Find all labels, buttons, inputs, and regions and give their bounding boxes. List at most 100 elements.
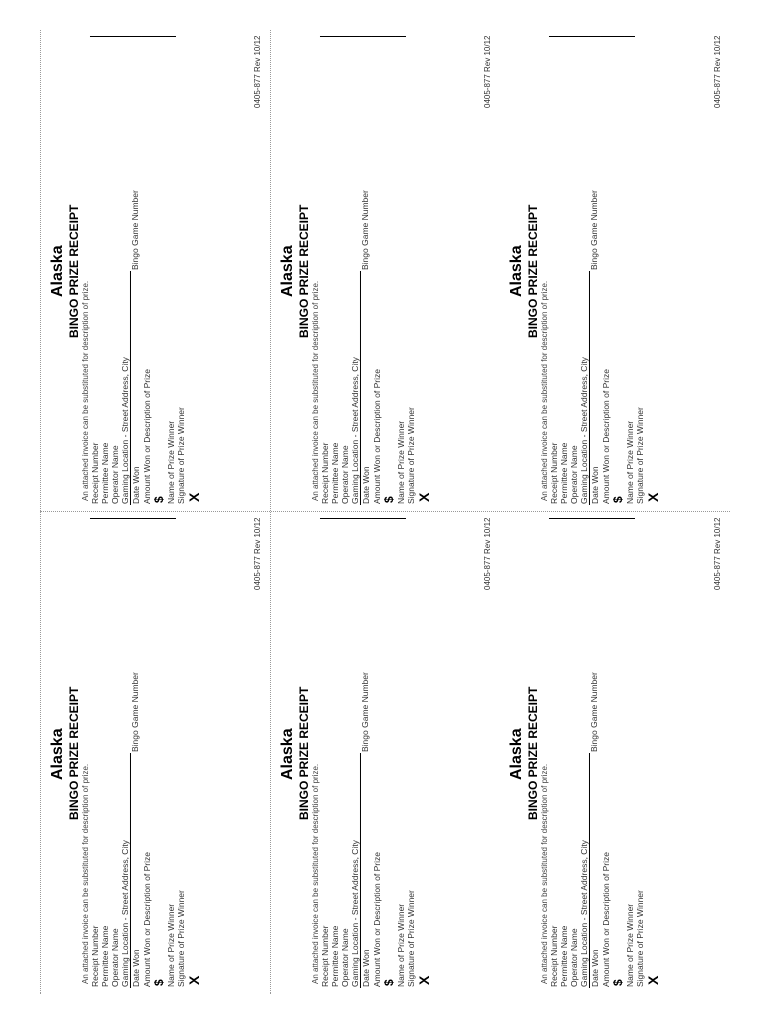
form-footer: 0405-877 Rev 10/12 (253, 518, 262, 984)
receipt-number-field: Receipt Number (549, 36, 559, 505)
state-name: Alaska (49, 38, 67, 505)
date-won-field: Date Won (130, 271, 142, 505)
winner-name-field: Name of Prize Winner (396, 518, 406, 988)
receipt-number-field: Receipt Number (320, 36, 330, 505)
state-name: Alaska (279, 520, 297, 988)
state-name: Alaska (279, 38, 297, 505)
invoice-note: An attached invoice can be substituted f… (540, 38, 549, 501)
receipt-header: Alaska BINGO PRIZE RECEIPT (49, 38, 81, 505)
permittee-name-field: Permittee Name (100, 518, 110, 988)
state-name: Alaska (508, 520, 526, 988)
receipt-header: Alaska BINGO PRIZE RECEIPT (508, 38, 540, 505)
bingo-game-field: Bingo Game Number (589, 519, 601, 754)
dollar-sign: $ (611, 530, 625, 986)
amount-label: Amount Won or Description of Prize (601, 369, 611, 504)
date-game-row: Date Won Bingo Game Number (360, 518, 372, 988)
operator-name-field: Operator Name (569, 36, 579, 505)
operator-name-field: Operator Name (340, 518, 350, 988)
amount-won-field: Amount Won or Description of Prize $ (372, 518, 396, 988)
fields: Receipt Number Permittee Name Operator N… (549, 518, 713, 988)
gaming-location-field: Gaming Location - Street Address, City (350, 518, 360, 988)
signature-label: Signature of Prize Winner (176, 890, 186, 987)
dollar-sign: $ (382, 530, 396, 986)
gaming-location-field: Gaming Location - Street Address, City (579, 36, 589, 505)
form-footer: 0405-877 Rev 10/12 (483, 518, 492, 984)
gaming-location-field: Gaming Location - Street Address, City (120, 518, 130, 988)
invoice-note: An attached invoice can be substituted f… (540, 520, 549, 984)
receipt-header: Alaska BINGO PRIZE RECEIPT (279, 38, 311, 505)
receipt-header: Alaska BINGO PRIZE RECEIPT (279, 520, 311, 988)
winner-name-field: Name of Prize Winner (166, 36, 176, 505)
receipt-header: Alaska BINGO PRIZE RECEIPT (49, 520, 81, 988)
date-game-row: Date Won Bingo Game Number (589, 36, 601, 505)
operator-name-field: Operator Name (569, 518, 579, 988)
dollar-sign: $ (382, 48, 396, 503)
operator-name-field: Operator Name (110, 518, 120, 988)
signature-label: Signature of Prize Winner (406, 890, 416, 987)
x-mark: X (645, 47, 661, 502)
invoice-note: An attached invoice can be substituted f… (311, 520, 320, 984)
state-name: Alaska (508, 38, 526, 505)
amount-label: Amount Won or Description of Prize (142, 369, 152, 504)
amount-won-field: Amount Won or Description of Prize $ (372, 36, 396, 505)
signature-field: Signature of Prize Winner X (635, 36, 661, 505)
receipt-form: Alaska BINGO PRIZE RECEIPT An attached i… (40, 30, 270, 511)
operator-name-field: Operator Name (110, 36, 120, 505)
amount-won-field: Amount Won or Description of Prize $ (601, 36, 625, 505)
form-footer: 0405-877 Rev 10/12 (713, 36, 722, 501)
fields: Receipt Number Permittee Name Operator N… (549, 36, 713, 505)
receipt-number-field: Receipt Number (549, 518, 559, 988)
signature-label: Signature of Prize Winner (635, 890, 645, 987)
permittee-name-field: Permittee Name (559, 518, 569, 988)
winner-name-field: Name of Prize Winner (166, 518, 176, 988)
form-title: BINGO PRIZE RECEIPT (297, 520, 311, 987)
x-mark: X (186, 529, 202, 985)
x-mark: X (645, 529, 661, 985)
winner-name-field: Name of Prize Winner (396, 36, 406, 505)
date-won-field: Date Won (589, 754, 601, 989)
bingo-game-field: Bingo Game Number (130, 519, 142, 754)
receipt-sheet: Alaska BINGO PRIZE RECEIPT An attached i… (40, 30, 730, 994)
signature-field: Signature of Prize Winner X (406, 36, 432, 505)
dollar-sign: $ (611, 48, 625, 503)
winner-name-field: Name of Prize Winner (625, 518, 635, 988)
form-footer: 0405-877 Rev 10/12 (253, 36, 262, 501)
signature-field: Signature of Prize Winner X (176, 518, 202, 988)
form-title: BINGO PRIZE RECEIPT (67, 38, 81, 504)
state-name: Alaska (49, 520, 67, 988)
date-won-field: Date Won (130, 754, 142, 989)
invoice-note: An attached invoice can be substituted f… (311, 38, 320, 501)
signature-field: Signature of Prize Winner X (176, 36, 202, 505)
signature-field: Signature of Prize Winner X (406, 518, 432, 988)
fields: Receipt Number Permittee Name Operator N… (320, 36, 483, 505)
amount-label: Amount Won or Description of Prize (372, 852, 382, 987)
invoice-note: An attached invoice can be substituted f… (81, 520, 90, 984)
signature-field: Signature of Prize Winner X (635, 518, 661, 988)
date-game-row: Date Won Bingo Game Number (360, 36, 372, 505)
permittee-name-field: Permittee Name (330, 518, 340, 988)
permittee-name-field: Permittee Name (330, 36, 340, 505)
top-row: Alaska BINGO PRIZE RECEIPT An attached i… (40, 30, 730, 512)
bingo-game-field: Bingo Game Number (360, 37, 372, 271)
fields: Receipt Number Permittee Name Operator N… (90, 518, 253, 988)
invoice-note: An attached invoice can be substituted f… (81, 38, 90, 501)
receipt-form: Alaska BINGO PRIZE RECEIPT An attached i… (500, 30, 730, 511)
bottom-row: Alaska BINGO PRIZE RECEIPT An attached i… (40, 512, 730, 994)
form-title: BINGO PRIZE RECEIPT (297, 38, 311, 504)
date-game-row: Date Won Bingo Game Number (589, 518, 601, 988)
permittee-name-field: Permittee Name (559, 36, 569, 505)
bingo-game-field: Bingo Game Number (360, 519, 372, 754)
receipt-form: Alaska BINGO PRIZE RECEIPT An attached i… (500, 512, 730, 994)
x-mark: X (416, 47, 432, 502)
permittee-name-field: Permittee Name (100, 36, 110, 505)
form-footer: 0405-877 Rev 10/12 (483, 36, 492, 501)
receipt-header: Alaska BINGO PRIZE RECEIPT (508, 520, 540, 988)
amount-won-field: Amount Won or Description of Prize $ (142, 36, 166, 505)
date-won-field: Date Won (589, 271, 601, 505)
receipt-number-field: Receipt Number (90, 36, 100, 505)
fields: Receipt Number Permittee Name Operator N… (320, 518, 483, 988)
x-mark: X (416, 529, 432, 985)
gaming-location-field: Gaming Location - Street Address, City (579, 518, 589, 988)
form-footer: 0405-877 Rev 10/12 (713, 518, 722, 984)
receipt-form: Alaska BINGO PRIZE RECEIPT An attached i… (270, 512, 500, 994)
